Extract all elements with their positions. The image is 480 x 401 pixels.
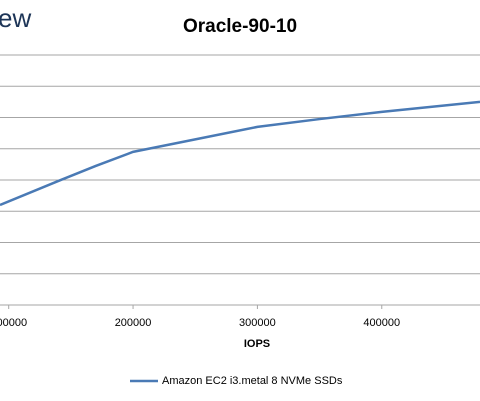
x-tick-label: 300000 — [239, 317, 276, 329]
x-tick-label: 100000 — [0, 317, 27, 329]
chart-title: Oracle-90-10 — [183, 16, 297, 37]
legend-label: Amazon EC2 i3.metal 8 NVMe SSDs — [162, 375, 343, 387]
series-line — [0, 100, 480, 207]
x-axis-label: IOPS — [244, 338, 270, 350]
x-tick-label: 200000 — [115, 317, 152, 329]
logo: ew — [0, 3, 31, 33]
x-tick-label: 400000 — [363, 317, 400, 329]
